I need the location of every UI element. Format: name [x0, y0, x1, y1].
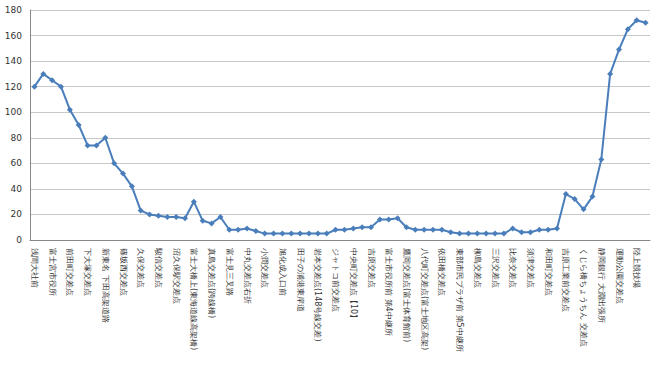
- svg-text:真島交差点(跨線橋): 真島交差点(跨線橋): [207, 248, 216, 318]
- svg-text:運動公園交差点: 運動公園交差点: [615, 248, 624, 304]
- svg-text:旭化成入口前: 旭化成入口前: [278, 248, 287, 296]
- svg-text:陸上競技場: 陸上競技場: [632, 248, 641, 288]
- svg-text:田子の浦港東岸道: 田子の浦港東岸道: [296, 248, 305, 312]
- svg-text:比奈交差点: 比奈交差点: [508, 248, 517, 288]
- svg-text:0: 0: [16, 235, 22, 245]
- svg-text:駿信交差点: 駿信交差点: [154, 247, 163, 288]
- svg-text:八代町交差点(富士地区高架): 八代町交差点(富士地区高架): [420, 248, 429, 350]
- svg-text:前田町交差点: 前田町交差点: [65, 248, 74, 296]
- svg-text:静岡銀行 大淵出張所: 静岡銀行 大淵出張所: [597, 248, 606, 323]
- svg-text:和田町交差点: 和田町交差点: [544, 248, 553, 296]
- svg-text:須津交差点: 須津交差点: [526, 248, 535, 288]
- svg-text:下大塚交差点: 下大塚交差点: [83, 248, 92, 296]
- svg-text:沼久保駅交差点: 沼久保駅交差点: [172, 248, 181, 304]
- svg-text:東部市民プラザ前 第5中継所: 東部市民プラザ前 第5中継所: [455, 248, 464, 352]
- svg-text:篠坂西交差点: 篠坂西交差点: [119, 248, 128, 296]
- svg-text:久保交差点: 久保交差点: [136, 248, 145, 288]
- svg-text:中央町交差点【10】: 中央町交差点【10】: [349, 248, 358, 322]
- svg-text:中丸交差点右折: 中丸交差点右折: [243, 248, 252, 304]
- svg-text:160: 160: [5, 31, 22, 41]
- svg-text:富士市役所前 第4中継所: 富士市役所前 第4中継所: [384, 248, 393, 336]
- svg-text:依田橋交差点: 依田橋交差点: [437, 248, 446, 296]
- svg-text:浅間大社前: 浅間大社前: [30, 248, 39, 288]
- svg-text:80: 80: [11, 133, 23, 143]
- svg-text:新東名 下田高架道路: 新東名 下田高架道路: [101, 248, 110, 323]
- svg-text:ジャトコ前交差点: ジャトコ前交差点: [331, 248, 340, 312]
- svg-text:三沢交差点: 三沢交差点: [491, 248, 500, 288]
- svg-text:鷹岡交差点(富士体育館前): 鷹岡交差点(富士体育館前): [402, 248, 411, 342]
- svg-text:140: 140: [5, 56, 22, 66]
- svg-text:くじら橋ちょうちん 交差点: くじら橋ちょうちん 交差点: [579, 248, 588, 347]
- svg-text:180: 180: [5, 5, 22, 15]
- svg-text:柳島交差点: 柳島交差点: [473, 248, 482, 288]
- svg-text:小潤交差点: 小潤交差点: [260, 248, 269, 288]
- svg-text:100: 100: [5, 107, 22, 117]
- svg-text:120: 120: [5, 82, 22, 92]
- svg-text:吉原工業前交差点: 吉原工業前交差点: [561, 248, 570, 312]
- svg-text:60: 60: [11, 158, 23, 168]
- svg-text:富士見三叉路: 富士見三叉路: [225, 248, 234, 296]
- svg-text:富士大橋上(東海道線高架橋): 富士大橋上(東海道線高架橋): [189, 248, 198, 350]
- svg-text:40: 40: [11, 184, 23, 194]
- svg-text:岩本交差点(148号線交差): 岩本交差点(148号線交差): [313, 248, 322, 342]
- svg-text:富士宮市役所: 富士宮市役所: [48, 248, 57, 296]
- svg-text:吉原交差点: 吉原交差点: [367, 248, 376, 288]
- svg-text:20: 20: [11, 209, 23, 219]
